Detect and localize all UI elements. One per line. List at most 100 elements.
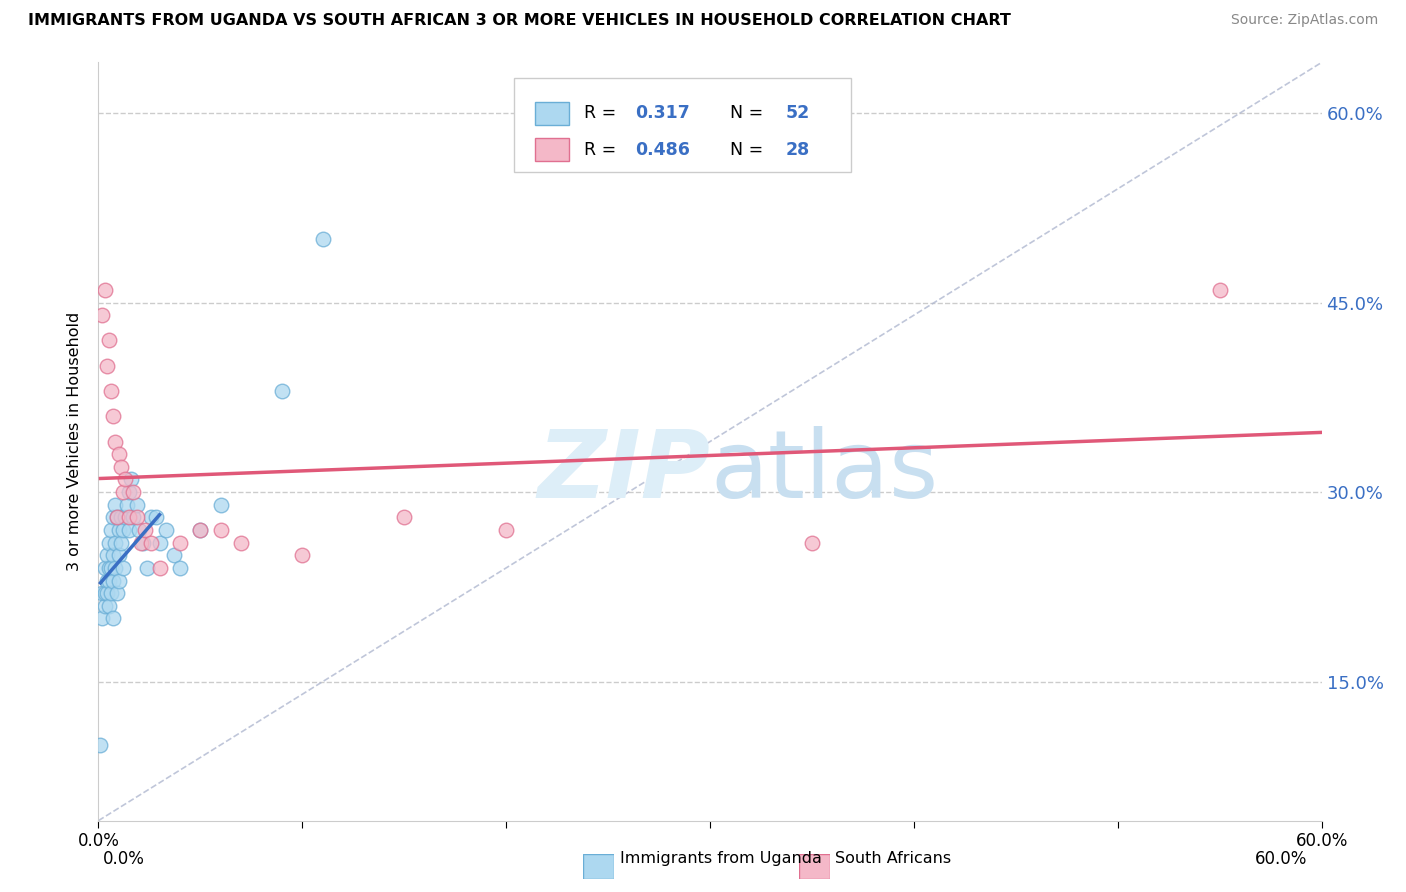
Text: atlas: atlas — [710, 425, 938, 518]
Point — [110, 535, 132, 549]
Point — [108, 447, 131, 461]
Point — [111, 561, 134, 575]
FancyBboxPatch shape — [536, 138, 569, 161]
Point — [93, 599, 115, 613]
Point — [188, 523, 212, 537]
Point — [96, 586, 118, 600]
Point — [93, 561, 115, 575]
Point — [100, 523, 122, 537]
Point — [104, 434, 127, 449]
Point — [392, 510, 416, 524]
Point — [114, 473, 136, 487]
Point — [312, 232, 335, 246]
Point — [111, 523, 134, 537]
Point — [132, 535, 155, 549]
Point — [91, 586, 114, 600]
Point — [155, 523, 177, 537]
Text: N =: N = — [718, 104, 768, 122]
Point — [97, 535, 120, 549]
Point — [110, 510, 132, 524]
Point — [495, 523, 517, 537]
Point — [169, 535, 191, 549]
Point — [101, 611, 124, 625]
Point — [89, 738, 111, 752]
Point — [169, 561, 191, 575]
Point — [93, 283, 115, 297]
Point — [1209, 283, 1232, 297]
Point — [97, 574, 120, 588]
Point — [120, 473, 142, 487]
Point — [141, 535, 163, 549]
Point — [91, 611, 114, 625]
Text: ZIP: ZIP — [537, 425, 710, 518]
Point — [91, 308, 114, 322]
Text: South Africans: South Africans — [835, 852, 952, 866]
Point — [149, 561, 172, 575]
Point — [96, 574, 118, 588]
Text: IMMIGRANTS FROM UGANDA VS SOUTH AFRICAN 3 OR MORE VEHICLES IN HOUSEHOLD CORRELAT: IMMIGRANTS FROM UGANDA VS SOUTH AFRICAN … — [28, 13, 1011, 29]
Point — [108, 548, 131, 563]
Point — [134, 523, 156, 537]
Point — [801, 535, 824, 549]
Point — [96, 548, 118, 563]
Point — [127, 498, 149, 512]
Point — [105, 510, 128, 524]
Point — [97, 561, 120, 575]
Text: 0.486: 0.486 — [636, 141, 690, 159]
Point — [100, 384, 122, 398]
Point — [129, 535, 152, 549]
Point — [104, 535, 127, 549]
Point — [114, 510, 136, 524]
Point — [101, 510, 124, 524]
Point — [145, 510, 167, 524]
Point — [118, 510, 141, 524]
Text: 52: 52 — [786, 104, 810, 122]
Point — [149, 535, 172, 549]
Point — [104, 498, 127, 512]
Point — [231, 535, 253, 549]
Point — [270, 384, 294, 398]
Text: 0.317: 0.317 — [636, 104, 690, 122]
Text: 28: 28 — [786, 141, 810, 159]
Text: R =: R = — [583, 141, 621, 159]
Point — [100, 586, 122, 600]
Point — [101, 574, 124, 588]
FancyBboxPatch shape — [536, 102, 569, 125]
Point — [101, 409, 124, 424]
Point — [209, 523, 232, 537]
Point — [96, 359, 118, 373]
Point — [110, 459, 132, 474]
Point — [108, 574, 131, 588]
Point — [111, 485, 134, 500]
Point — [118, 485, 141, 500]
Point — [188, 523, 212, 537]
FancyBboxPatch shape — [515, 78, 851, 172]
Text: R =: R = — [583, 104, 621, 122]
Point — [100, 561, 122, 575]
Point — [122, 510, 145, 524]
Text: 60.0%: 60.0% — [1256, 850, 1308, 868]
Text: Source: ZipAtlas.com: Source: ZipAtlas.com — [1230, 13, 1378, 28]
Point — [118, 523, 141, 537]
Point — [141, 510, 163, 524]
Point — [128, 523, 150, 537]
Text: 0.0%: 0.0% — [103, 850, 145, 868]
Point — [105, 510, 128, 524]
Point — [122, 485, 145, 500]
Y-axis label: 3 or more Vehicles in Household: 3 or more Vehicles in Household — [67, 312, 83, 571]
Point — [104, 561, 127, 575]
Point — [127, 510, 149, 524]
Point — [93, 586, 115, 600]
Text: N =: N = — [718, 141, 768, 159]
Point — [97, 599, 120, 613]
Point — [291, 548, 314, 563]
Point — [108, 523, 131, 537]
Point — [101, 548, 124, 563]
Point — [163, 548, 186, 563]
Point — [105, 586, 128, 600]
Point — [136, 561, 159, 575]
Text: Immigrants from Uganda: Immigrants from Uganda — [620, 852, 823, 866]
Point — [209, 498, 232, 512]
Point — [115, 498, 138, 512]
Point — [97, 334, 120, 348]
